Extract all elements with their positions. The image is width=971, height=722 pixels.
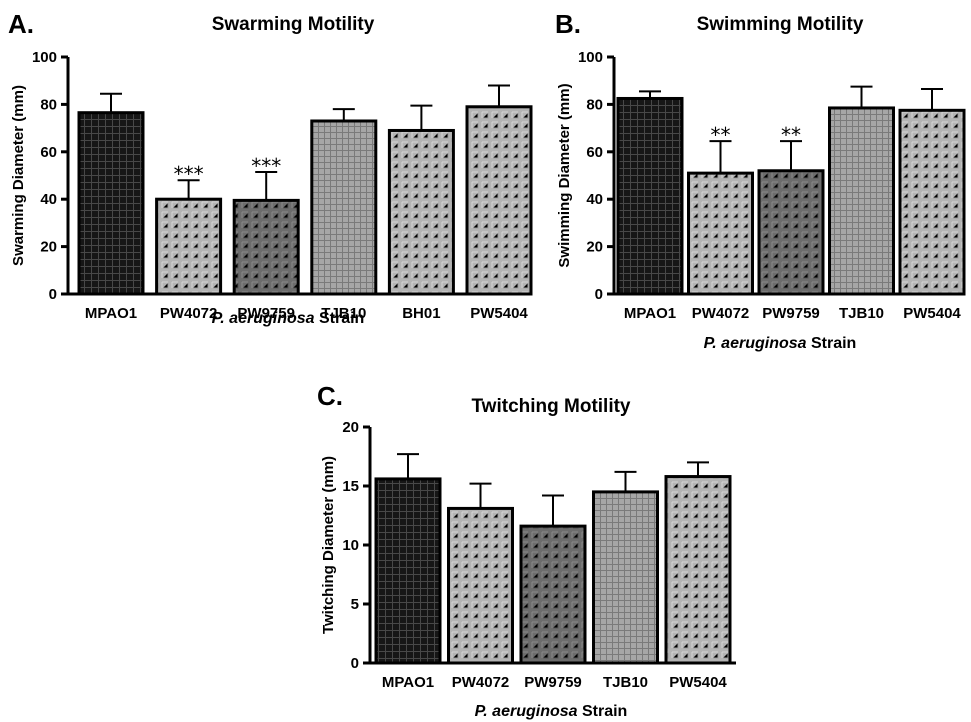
bar-mpao1 <box>374 477 442 665</box>
significance-label: ** <box>711 123 731 147</box>
x-tick-label: BH01 <box>402 305 440 322</box>
x-axis-title: P. aeruginosa Strain <box>212 310 365 327</box>
x-axis-title: P. aeruginosa Strain <box>704 335 857 352</box>
y-tick-label: 0 <box>49 286 57 303</box>
bar-pw4072 <box>687 171 754 296</box>
y-tick-label: 100 <box>578 49 603 66</box>
x-axis-title: P. aeruginosa Strain <box>475 703 628 720</box>
panel-letter: B. <box>555 9 581 39</box>
y-tick-label: 20 <box>586 239 603 256</box>
chart-panel-b: B. Swimming Motility Swimming Diameter (mm… <box>555 9 966 352</box>
chart-title: Swarming Motility <box>212 14 375 35</box>
significance-label: *** <box>174 162 204 186</box>
y-axis-title: Swimming Diameter (mm) <box>556 83 573 267</box>
y-tick-label: 20 <box>342 419 359 436</box>
bar-pw9759 <box>757 169 825 296</box>
panel-letter: A. <box>8 9 34 39</box>
x-tick-label: MPAO1 <box>382 674 434 691</box>
y-tick-label: 20 <box>40 239 57 256</box>
panel-letter: C. <box>317 381 343 411</box>
x-tick-label: PW5404 <box>903 305 961 322</box>
chart-panel-a: A. Swarming Motility Swarming Diameter (mm… <box>8 9 533 327</box>
x-tick-label: PW5404 <box>669 674 727 691</box>
y-tick-label: 100 <box>32 49 57 66</box>
bar-pw9759 <box>519 524 587 665</box>
bar-pw5404 <box>898 108 966 296</box>
y-tick-label: 15 <box>342 478 359 495</box>
bar-tjb10 <box>828 106 895 296</box>
x-tick-label: PW9759 <box>762 305 820 322</box>
x-tick-label: PW4072 <box>452 674 510 691</box>
x-tick-label: MPAO1 <box>85 305 137 322</box>
bar-mpao1 <box>616 96 684 296</box>
bar-pw4072 <box>155 197 223 296</box>
bar-tjb10 <box>310 119 378 296</box>
x-tick-label: PW4072 <box>160 305 218 322</box>
x-tick-label: TJB10 <box>321 305 366 322</box>
x-tick-label: TJB10 <box>839 305 884 322</box>
x-tick-label: PW4072 <box>692 305 750 322</box>
bar-mpao1 <box>77 111 145 296</box>
x-tick-label: PW5404 <box>470 305 528 322</box>
bar-pw4072 <box>447 506 514 665</box>
y-tick-label: 60 <box>40 144 57 161</box>
y-axis-title: Twitching Diameter (mm) <box>320 456 337 634</box>
x-tick-label: PW9759 <box>237 305 295 322</box>
y-tick-label: 0 <box>595 286 603 303</box>
y-tick-label: 80 <box>40 96 57 113</box>
y-tick-label: 40 <box>40 191 57 208</box>
x-tick-label: TJB10 <box>603 674 648 691</box>
y-tick-label: 80 <box>586 96 603 113</box>
significance-label: *** <box>251 154 281 178</box>
y-tick-label: 5 <box>351 596 359 613</box>
y-tick-label: 10 <box>342 537 359 554</box>
bar-bh01 <box>387 128 455 296</box>
bar-pw5404 <box>664 475 732 665</box>
bar-tjb10 <box>592 490 659 665</box>
chart-title: Twitching Motility <box>471 396 630 417</box>
significance-label: ** <box>781 123 801 147</box>
y-tick-label: 60 <box>586 144 603 161</box>
chart-title: Swimming Motility <box>697 14 864 35</box>
x-tick-label: MPAO1 <box>624 305 676 322</box>
bar-pw9759 <box>232 198 300 296</box>
y-tick-label: 0 <box>351 655 359 672</box>
x-tick-label: PW9759 <box>524 674 582 691</box>
y-axis-title: Swarming Diameter (mm) <box>10 85 27 266</box>
chart-panel-c: C. Twitching Motility Twitching Diameter (… <box>317 381 736 720</box>
y-tick-label: 40 <box>586 191 603 208</box>
bar-pw5404 <box>465 105 533 296</box>
